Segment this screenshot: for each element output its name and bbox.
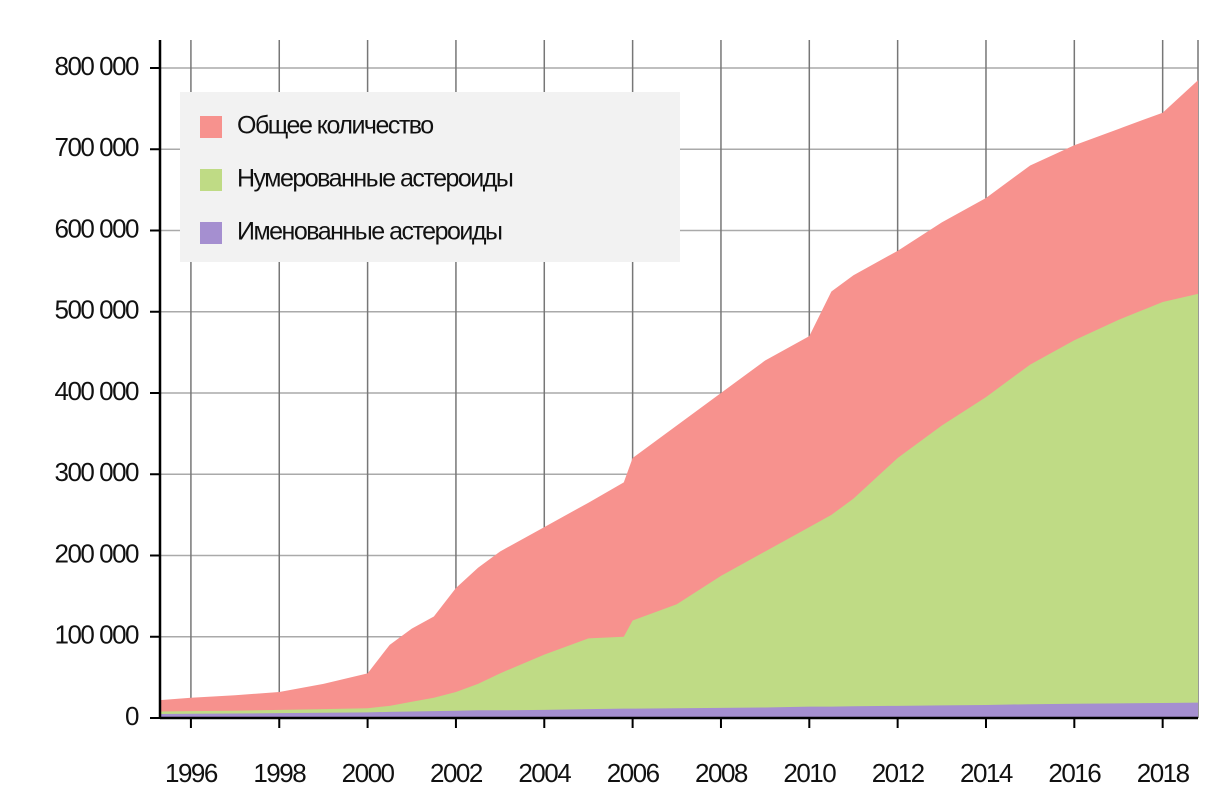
legend-swatch — [200, 222, 222, 244]
areas — [160, 80, 1198, 718]
x-tick-label: 2000 — [342, 758, 395, 788]
x-tick-label: 2010 — [783, 758, 836, 788]
legend-label: Общее количество — [237, 112, 433, 140]
x-tick-label: 1998 — [253, 758, 306, 788]
x-tick-label: 2016 — [1048, 758, 1101, 788]
area — [160, 293, 1198, 718]
y-tick-label: 100 000 — [55, 620, 140, 650]
legend-label: Нумерованные астероиды — [237, 165, 513, 193]
axes: 0 100 000 200 000 300 000 400 000 500 000 600 … — [55, 40, 1198, 788]
y-tick-label: 0 — [125, 701, 139, 731]
area — [160, 702, 1198, 718]
y-tick-label: 500 000 — [55, 295, 140, 325]
x-tick-label: 2008 — [695, 758, 748, 788]
y-tick-label: 800 000 — [55, 51, 140, 81]
y-tick-label: 200 000 — [55, 538, 140, 568]
x-tick-label: 1996 — [165, 758, 218, 788]
x-tick-label: 2012 — [872, 758, 925, 788]
y-tick-label: 400 000 — [55, 376, 140, 406]
y-tick-label: 600 000 — [55, 213, 140, 243]
x-tick-label: 2004 — [518, 758, 571, 788]
x-tick-label: 2018 — [1137, 758, 1190, 788]
x-tick-label: 2014 — [960, 758, 1013, 788]
legend-label: Именованные астероиды — [237, 218, 502, 246]
legend-swatch — [200, 116, 222, 138]
x-tick-label: 2006 — [607, 758, 660, 788]
legend-box — [180, 92, 680, 262]
y-tick-label: 700 000 — [55, 132, 140, 162]
x-tick-label: 2002 — [430, 758, 483, 788]
legend-swatch — [200, 169, 222, 191]
legend: Общее количество Нумерованные астероиды Им… — [180, 92, 680, 262]
y-tick-label: 300 000 — [55, 457, 140, 487]
